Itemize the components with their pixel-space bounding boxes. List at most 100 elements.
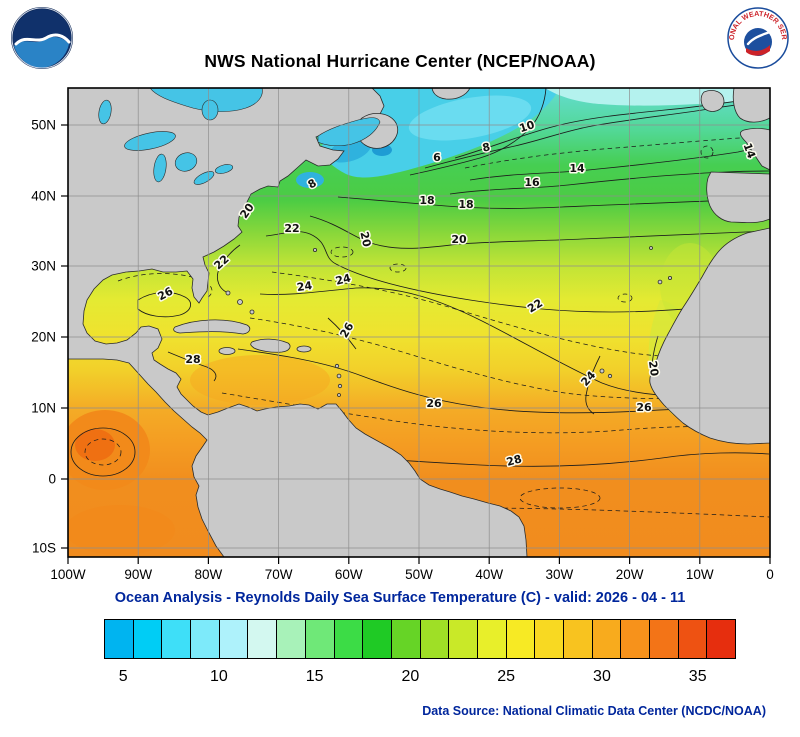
warmest-patch <box>75 429 115 461</box>
y-axis-label: 20N <box>31 330 56 345</box>
isotherm-line <box>585 355 601 415</box>
hispaniola-island <box>250 338 291 353</box>
contour-label: 10 <box>518 118 537 135</box>
colorbar-cell <box>506 620 536 658</box>
isotherm-line <box>309 215 770 249</box>
isotherm-line <box>449 170 770 195</box>
y-axis-label: 40N <box>31 189 56 204</box>
x-axis-label: 80W <box>195 567 223 582</box>
colorbar-cell <box>592 620 622 658</box>
noaa-gull-icon <box>14 33 71 46</box>
colorbar-tick-label: 5 <box>118 668 128 685</box>
france-landmass <box>740 128 770 171</box>
isotherm-line <box>337 196 770 209</box>
iberia-landmass <box>706 171 770 224</box>
colorbar-tick-label: 10 <box>210 668 228 685</box>
eddy-contour <box>617 293 633 303</box>
bahamas-island <box>237 299 243 305</box>
isotherm-dashed <box>464 135 770 169</box>
contour-label: 18 <box>419 194 434 207</box>
colorbar-cell <box>564 620 593 658</box>
isotherm-line <box>265 231 770 313</box>
contour-label: 26 <box>636 401 652 414</box>
colorbar-cell <box>334 620 364 658</box>
x-axis-label: 50W <box>405 567 433 582</box>
colorbar-cell <box>277 620 306 658</box>
americas-landmass <box>68 88 528 557</box>
x-axis-label: 20W <box>616 567 644 582</box>
canary-island <box>668 275 673 280</box>
y-axis-label: 10S <box>32 541 56 556</box>
cuba-island <box>173 319 251 335</box>
contour-label: 16 <box>524 176 540 189</box>
colorbar-tick-label: 35 <box>688 668 707 685</box>
contour-label: 18 <box>458 198 473 211</box>
contour-label: 24 <box>334 271 352 287</box>
colorbar-cell <box>650 620 679 658</box>
page-title: NWS National Hurricane Center (NCEP/NOAA… <box>204 51 596 71</box>
colorbar-cell <box>305 620 335 658</box>
antilles-island <box>337 383 343 389</box>
greenland-tip <box>431 88 471 100</box>
colorbar-cell <box>248 620 278 658</box>
antilles-island <box>334 363 340 369</box>
isotherm-line <box>327 317 357 350</box>
colorbar-tick-label: 30 <box>593 668 611 685</box>
bahamas-island <box>225 290 231 296</box>
colorbar-cell <box>678 620 708 658</box>
lake-erie <box>193 171 215 185</box>
isotherm-loop <box>137 292 191 318</box>
data-source: Data Source: National Climatic Data Cent… <box>422 704 766 718</box>
x-axis-label: 100W <box>50 567 86 582</box>
colorbar-cell <box>162 620 192 658</box>
antilles-island <box>337 393 341 397</box>
noaa-logo <box>11 7 73 69</box>
eddy-contour <box>519 487 601 509</box>
contour-label: 20 <box>357 230 373 248</box>
colorbar-cell <box>449 620 478 658</box>
graticule-layer <box>68 88 770 557</box>
contour-label: 20 <box>646 360 661 377</box>
noaa-logo-ring <box>11 7 73 69</box>
eddy-contour <box>700 145 714 159</box>
axis-layer: 100W 90W 80W 70W 60W 50W 40W 30W 20W 10W 0 10S 0 10N 2… <box>31 118 774 583</box>
nws-stripe-icon <box>746 45 770 56</box>
madeira-island <box>649 246 653 250</box>
africa-landmass <box>649 227 770 445</box>
lake-superior <box>124 131 176 151</box>
y-axis-label: 30N <box>31 259 56 274</box>
lake-winnipeg <box>98 99 112 125</box>
lake-ontario <box>214 164 234 174</box>
hudson-bay <box>149 88 263 112</box>
colorbar-cell <box>191 620 220 658</box>
x-axis-label: 40W <box>475 567 503 582</box>
coastal-cold-patch <box>296 172 324 188</box>
colorbar-cell <box>391 620 421 658</box>
isotherm-line <box>424 100 770 169</box>
colorbar-cell <box>420 620 450 658</box>
cape-verde-island <box>599 368 605 374</box>
colorbar-cell <box>133 620 163 658</box>
x-axis-label: 90W <box>124 567 152 582</box>
antilles-island <box>336 373 342 379</box>
britain-island <box>732 88 770 123</box>
bahamas-island <box>249 309 255 315</box>
warm-patch <box>68 505 175 555</box>
eddy-contour <box>84 438 122 466</box>
x-axis-label: 30W <box>546 567 574 582</box>
ireland-island <box>700 90 725 112</box>
contour-label: 20 <box>451 233 467 246</box>
x-axis-label: 10W <box>686 567 714 582</box>
bermuda-island <box>312 247 317 252</box>
contour-label: 6 <box>433 151 441 164</box>
cape-verde-island <box>607 373 613 379</box>
colorbar <box>104 619 736 659</box>
nws-bird-icon <box>746 30 772 46</box>
colorbar-cell <box>219 620 249 658</box>
y-axis-label: 10N <box>31 401 56 416</box>
colorbar-cell <box>535 620 564 658</box>
y-axis-label: 50N <box>31 118 56 133</box>
colorbar-tick-label: 15 <box>305 668 324 685</box>
